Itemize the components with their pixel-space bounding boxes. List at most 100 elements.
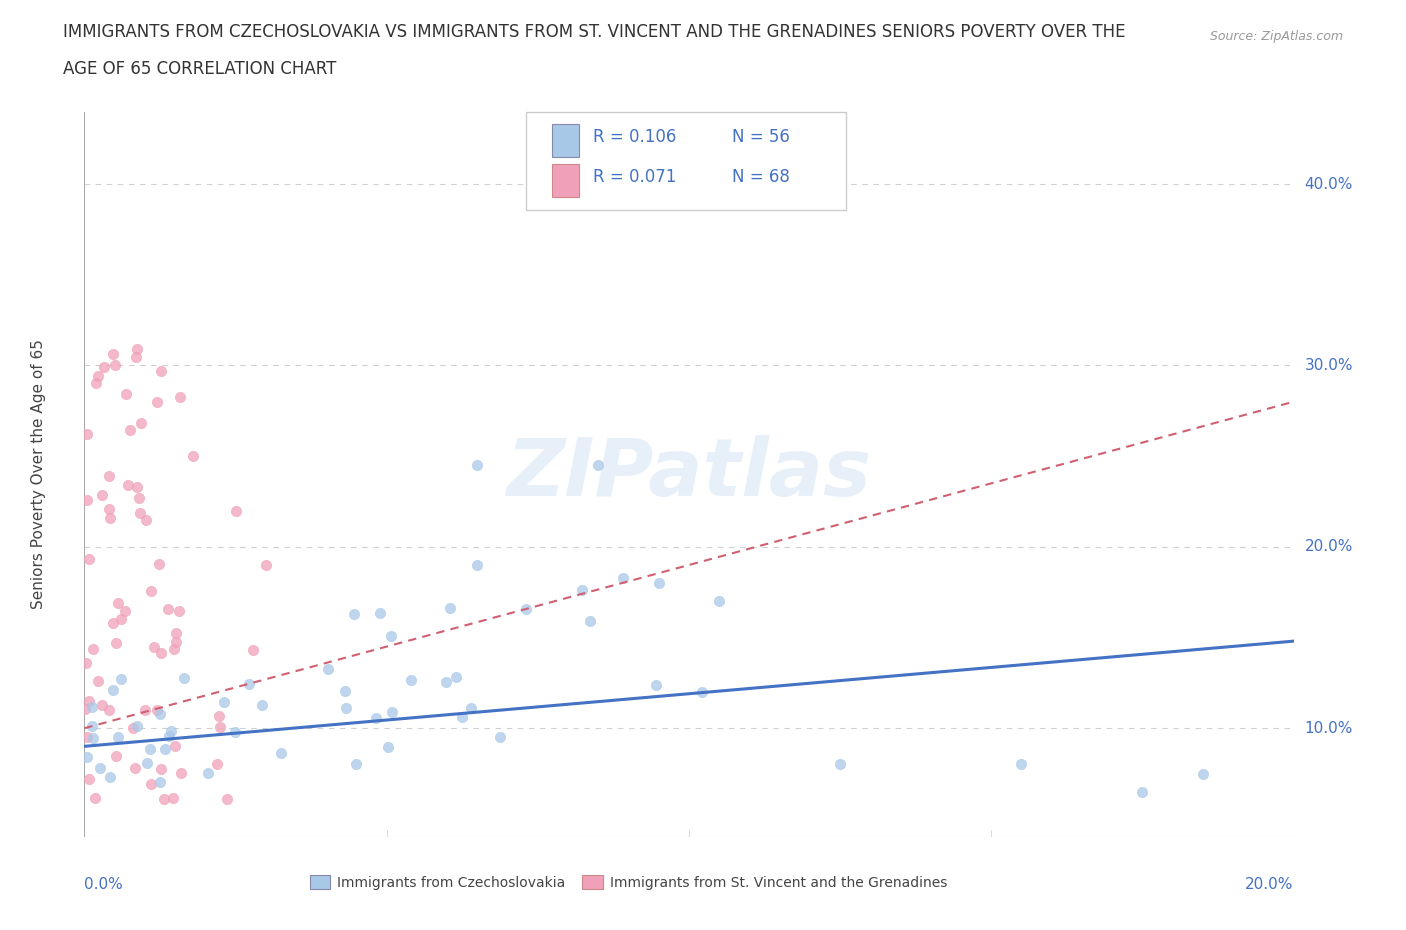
Point [238,676,260,691]
Point [173,671,195,685]
Point [91,698,114,713]
Point [93,360,115,375]
Point [690,684,713,699]
Point [571,582,593,597]
Point [77,552,100,567]
Point [208,709,231,724]
Point [149,706,172,721]
Point [129,416,152,431]
Point [162,790,184,805]
Point [97,469,120,484]
Point [165,634,187,649]
Point [488,729,510,744]
Text: R = 0.071: R = 0.071 [593,167,676,186]
Point [124,761,146,776]
Point [170,765,193,780]
Point [114,604,136,618]
Text: Seniors Poverty Over the Age of 65: Seniors Poverty Over the Age of 65 [31,339,46,609]
Point [121,721,143,736]
Point [343,606,366,621]
Point [77,772,100,787]
Point [76,750,98,764]
Point [460,700,482,715]
Point [101,616,124,631]
Point [167,604,190,618]
Text: R = 0.106: R = 0.106 [593,127,676,146]
Point [146,703,169,718]
Point [136,755,159,770]
Point [645,678,668,693]
Point [270,745,292,760]
Point [588,458,610,472]
Point [208,720,231,735]
Point [98,703,121,718]
Point [169,389,191,404]
Point [76,729,98,744]
Point [129,505,152,520]
Point [118,422,141,437]
Point [612,571,634,586]
Point [148,557,170,572]
Point [107,596,129,611]
Point [110,671,132,686]
Point [515,602,537,617]
Point [165,738,187,753]
Point [254,558,277,573]
Text: N = 56: N = 56 [733,127,790,146]
Point [125,350,148,365]
Point [217,791,239,806]
Point [207,757,229,772]
Point [578,614,600,629]
Text: 40.0%: 40.0% [1305,177,1353,192]
Point [84,790,107,805]
Point [107,730,129,745]
Point [153,741,176,756]
Point [1011,757,1033,772]
Point [181,449,204,464]
Point [250,698,273,713]
Point [224,724,246,739]
Point [76,493,98,508]
Point [82,718,104,733]
Point [100,769,122,784]
Point [91,487,114,502]
Point [97,501,120,516]
Point [212,695,235,710]
Point [101,683,124,698]
Point [105,636,128,651]
FancyBboxPatch shape [526,112,846,209]
Text: 10.0%: 10.0% [1305,721,1353,736]
Text: 0.0%: 0.0% [84,877,124,892]
Text: 20.0%: 20.0% [1246,877,1294,892]
Point [1192,766,1215,781]
Point [467,458,489,472]
Point [163,642,186,657]
Point [242,643,264,658]
Point [439,601,461,616]
Point [104,749,127,764]
Point [364,711,387,725]
Point [197,765,219,780]
Point [143,640,166,655]
Point [87,369,110,384]
Point [830,757,852,772]
Point [157,729,180,744]
Point [149,775,172,790]
Point [150,364,173,379]
Point [82,641,104,656]
Point [648,576,671,591]
Point [87,673,110,688]
Point [156,602,179,617]
Point [141,777,163,791]
Point [110,612,132,627]
FancyBboxPatch shape [553,165,579,197]
Point [380,629,402,644]
Point [434,675,457,690]
Point [115,387,138,402]
Point [76,426,98,441]
Point [160,724,183,738]
Text: AGE OF 65 CORRELATION CHART: AGE OF 65 CORRELATION CHART [63,60,336,78]
Point [139,583,162,598]
Point [150,646,173,661]
Point [381,705,404,720]
